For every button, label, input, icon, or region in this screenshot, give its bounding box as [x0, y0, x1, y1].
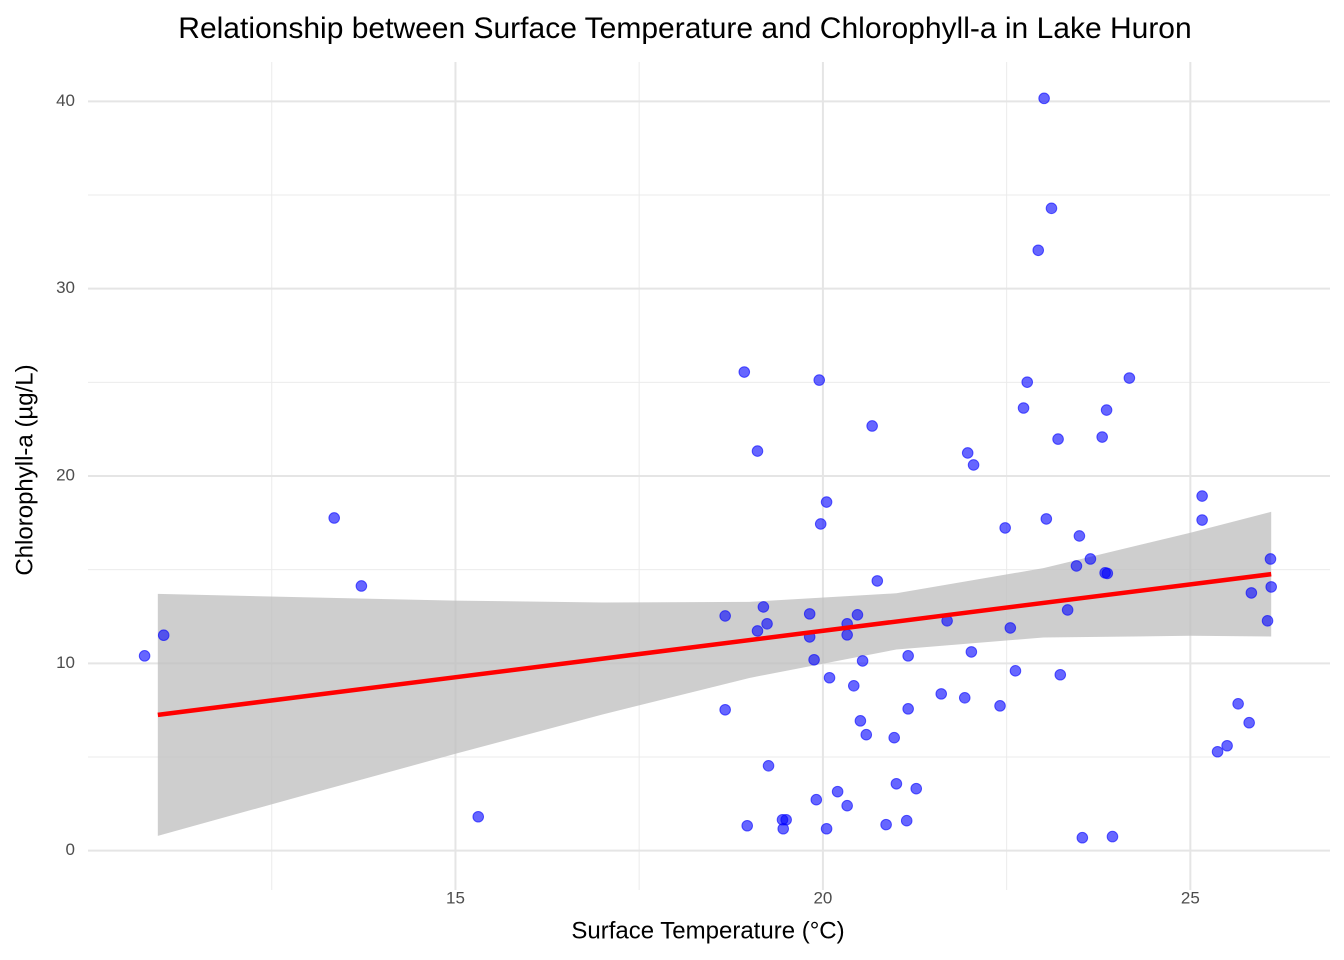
x-tick-label: 20 — [813, 888, 832, 907]
point — [803, 608, 816, 620]
point — [888, 731, 900, 744]
point — [841, 629, 853, 641]
point — [999, 522, 1011, 534]
y-tick-label: 10 — [56, 653, 75, 672]
point — [1073, 530, 1086, 542]
point — [762, 760, 775, 772]
point — [757, 601, 770, 613]
x-tick-label: 25 — [1181, 888, 1200, 907]
point — [1196, 490, 1208, 502]
point — [813, 374, 826, 386]
x-axis-title: Surface Temperature (°C) — [571, 917, 844, 944]
point — [777, 822, 790, 835]
point — [738, 366, 751, 378]
point — [841, 799, 853, 812]
point — [814, 518, 827, 530]
point — [1045, 202, 1058, 215]
point — [851, 609, 864, 621]
point — [761, 618, 773, 630]
point — [856, 655, 869, 667]
point — [1040, 513, 1053, 525]
point — [1221, 739, 1233, 752]
point — [935, 688, 948, 700]
y-axis-title: Chlorophyll-a (µg/L) — [11, 364, 38, 575]
point — [1196, 514, 1208, 526]
point — [994, 700, 1006, 712]
point — [1009, 665, 1022, 677]
chart-title: Relationship between Surface Temperature… — [178, 12, 1191, 45]
point — [1264, 553, 1277, 565]
point — [751, 625, 764, 637]
point — [355, 580, 368, 592]
confidence-band — [157, 511, 1272, 836]
y-tick-label: 20 — [56, 465, 75, 484]
x-tick-label: 15 — [446, 888, 465, 907]
point — [880, 818, 892, 831]
point — [138, 650, 151, 662]
point — [1096, 431, 1108, 443]
y-tick-label: 0 — [66, 840, 75, 859]
point — [1232, 697, 1244, 710]
point — [1211, 745, 1224, 758]
point — [1245, 587, 1258, 599]
point — [719, 610, 731, 622]
point — [1061, 604, 1074, 616]
point — [1100, 404, 1113, 416]
point — [820, 822, 833, 835]
y-tick-label: 30 — [56, 278, 75, 297]
point — [1032, 244, 1045, 257]
point — [1261, 615, 1274, 627]
point — [847, 680, 860, 692]
y-tick-label: 40 — [56, 91, 75, 110]
point — [1038, 92, 1050, 105]
point — [1106, 830, 1119, 843]
regression-line — [157, 571, 1272, 718]
point — [871, 575, 884, 587]
point — [965, 646, 978, 658]
point — [1052, 433, 1064, 445]
point — [1243, 716, 1255, 729]
point — [1070, 560, 1083, 572]
point — [1021, 376, 1034, 388]
point — [1123, 372, 1136, 384]
point — [808, 653, 820, 666]
point — [902, 650, 914, 662]
point — [961, 447, 974, 459]
point — [1054, 668, 1067, 681]
point — [719, 703, 731, 716]
point — [967, 459, 980, 471]
point — [751, 445, 764, 457]
point — [900, 814, 913, 827]
point — [741, 819, 754, 832]
point — [157, 629, 170, 642]
point — [328, 512, 340, 524]
point — [831, 785, 844, 798]
point — [1017, 402, 1030, 414]
point — [823, 671, 836, 684]
point — [860, 728, 873, 741]
point — [866, 420, 878, 432]
point — [810, 793, 823, 806]
point — [1084, 553, 1097, 565]
point — [472, 810, 485, 823]
point — [820, 496, 833, 508]
point — [1101, 567, 1114, 580]
point — [910, 782, 923, 795]
point — [854, 715, 867, 727]
point — [1265, 581, 1278, 593]
point — [958, 691, 971, 704]
point — [1076, 831, 1089, 844]
point — [1004, 622, 1017, 634]
point — [902, 703, 914, 715]
point — [890, 777, 903, 790]
